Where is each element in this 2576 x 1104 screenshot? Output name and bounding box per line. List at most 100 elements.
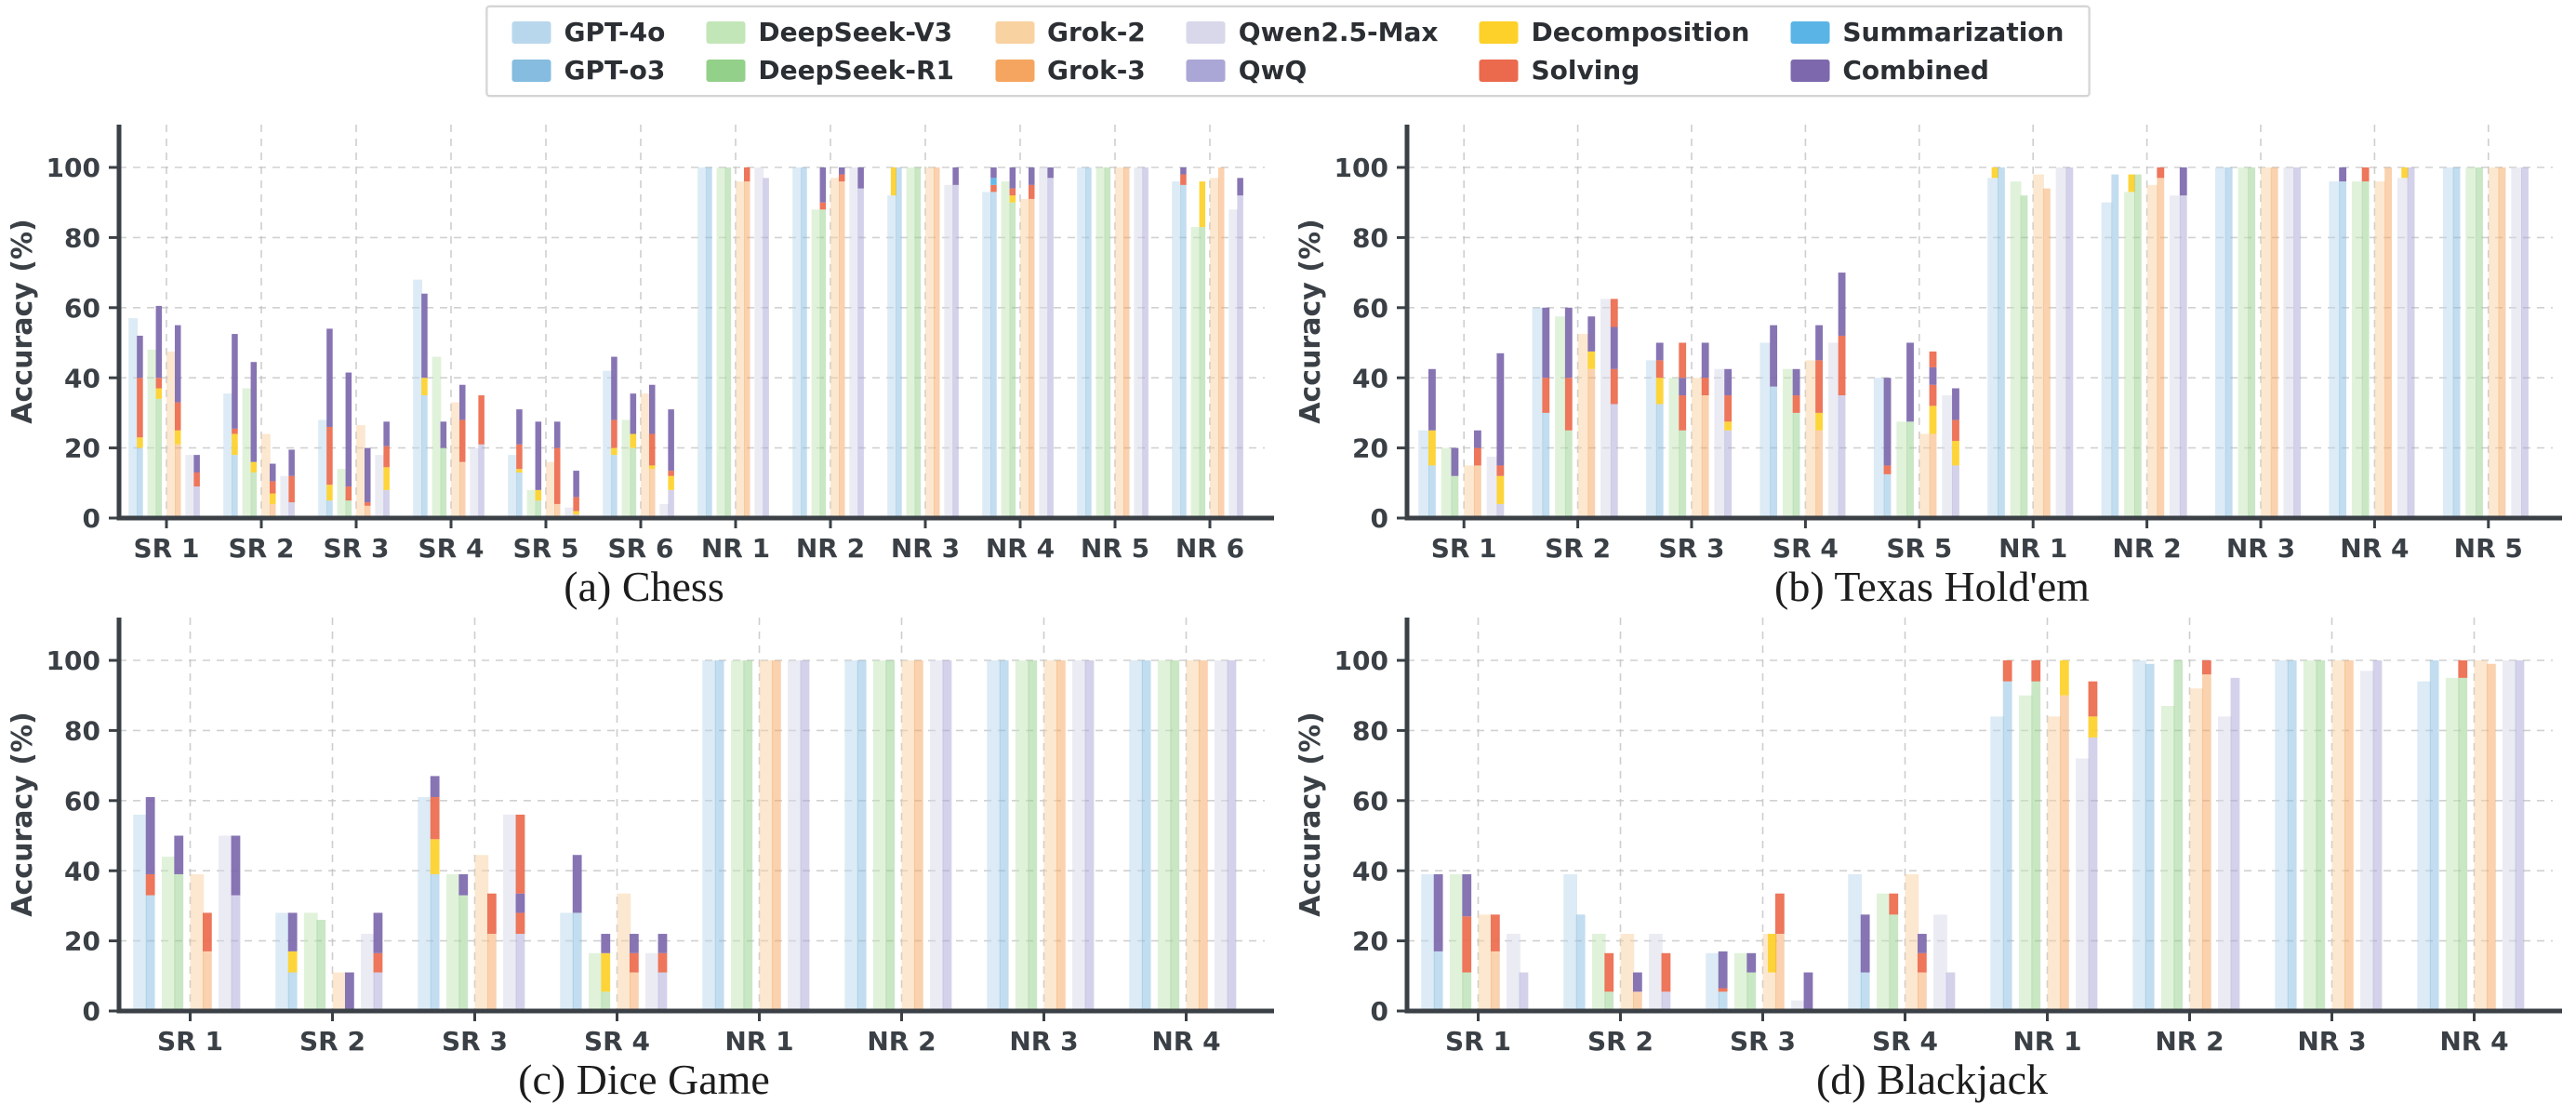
model-bar xyxy=(287,972,298,1011)
model-bar xyxy=(161,857,176,1011)
strategy-segment xyxy=(1473,430,1481,448)
strategy-segment xyxy=(1792,368,1800,396)
strategy-segment xyxy=(1679,378,1687,396)
model-bar xyxy=(942,660,952,1011)
strategy-segment xyxy=(2088,716,2098,738)
strategy-segment xyxy=(1661,952,1671,992)
model-bar xyxy=(2474,660,2489,1011)
model-bar xyxy=(451,402,460,518)
model-bar xyxy=(2042,188,2051,518)
strategy-segment xyxy=(269,481,276,494)
x-tick-label: SR 2 xyxy=(1545,533,1611,564)
strategy-segment xyxy=(629,934,639,953)
strategy-segment xyxy=(990,167,997,179)
x-tick-label: SR 1 xyxy=(134,533,200,564)
model-bar xyxy=(1072,660,1086,1011)
strategy-segment xyxy=(553,421,561,448)
model-bar xyxy=(232,455,238,518)
strategy-segment xyxy=(648,465,656,470)
model-bar xyxy=(275,912,289,1011)
model-bar xyxy=(2351,181,2363,518)
legend-swatch-icon xyxy=(1479,59,1519,82)
model-bar xyxy=(269,503,276,518)
panel-texas-holdem: 0 20 40 60 80 100 SR 1 SR 2 SR 3 SR 4 SR 5 NR 1 NR 2… xyxy=(1288,104,2576,611)
strategy-segment xyxy=(2157,167,2165,179)
model-bar xyxy=(2442,167,2454,518)
model-bar xyxy=(242,388,252,518)
model-bar xyxy=(668,489,674,518)
strategy-segment xyxy=(2002,660,2012,682)
model-bar xyxy=(155,398,163,518)
x-tick-label: SR 3 xyxy=(1730,1026,1796,1057)
model-bar xyxy=(629,972,639,1011)
bar-group-SR-2 xyxy=(275,912,383,1011)
model-bar xyxy=(1217,167,1225,518)
model-bar xyxy=(535,500,542,518)
bar-group-NR-3 xyxy=(987,660,1095,1011)
model-bar xyxy=(1575,914,1586,1011)
legend-item-deepseek-v3: DeepSeek-V3 xyxy=(706,17,954,47)
x-tick-label: SR 3 xyxy=(1659,533,1725,564)
model-bar xyxy=(1759,342,1772,518)
model-bar xyxy=(1827,342,1839,518)
model-bar xyxy=(657,972,668,1011)
y-axis-label: Accuracy (%) xyxy=(7,219,39,423)
model-bar xyxy=(2283,167,2295,518)
strategy-segment xyxy=(364,447,371,503)
strategy-segment xyxy=(819,167,827,203)
model-bar xyxy=(1190,227,1201,518)
model-bar xyxy=(2189,688,2204,1011)
legend-label: Solving xyxy=(1531,55,1640,86)
y-tick-label: 0 xyxy=(1371,503,1388,534)
strategy-segment xyxy=(430,776,440,798)
model-bar xyxy=(261,433,271,518)
x-tick-label: SR 1 xyxy=(1445,1026,1511,1057)
model-bar xyxy=(1649,934,1663,1011)
model-bar xyxy=(2316,660,2326,1011)
strategy-segment xyxy=(1883,378,1892,466)
y-tick-label: 40 xyxy=(64,856,100,886)
strategy-segment xyxy=(155,305,163,379)
model-bar xyxy=(1917,972,1927,1011)
legend-label: QwQ xyxy=(1238,55,1308,86)
model-bar xyxy=(2031,681,2041,1011)
strategy-segment xyxy=(1496,352,1505,466)
model-bar xyxy=(2033,174,2044,518)
strategy-segment xyxy=(1180,167,1187,175)
strategy-segment xyxy=(2339,167,2347,182)
strategy-segment xyxy=(1815,325,1824,361)
strategy-segment xyxy=(155,378,163,389)
model-bar xyxy=(2329,181,2341,518)
y-tick-label: 80 xyxy=(64,715,100,746)
y-tick-label: 80 xyxy=(1352,715,1388,746)
model-bar xyxy=(1706,952,1720,1011)
model-bar xyxy=(1056,660,1066,1011)
legend-label: Combined xyxy=(1842,55,1989,86)
model-bar xyxy=(1451,475,1459,518)
model-bar xyxy=(1805,360,1817,518)
bar-group-SR-5 xyxy=(508,409,579,518)
bar-group-NR-3 xyxy=(887,167,959,518)
model-bar xyxy=(1733,952,1748,1011)
x-tick-label: NR 2 xyxy=(796,533,865,564)
model-bar xyxy=(1490,951,1500,1011)
model-bar xyxy=(1141,660,1151,1011)
y-tick-label: 20 xyxy=(1352,433,1388,464)
y-tick-label: 40 xyxy=(64,363,100,393)
bar-group-SR-4 xyxy=(413,279,485,518)
strategy-segment xyxy=(1462,873,1472,917)
y-tick-label: 20 xyxy=(1352,926,1388,957)
bar-group-NR-3 xyxy=(2215,167,2302,518)
strategy-segment xyxy=(430,797,440,840)
model-bar xyxy=(1077,167,1086,518)
strategy-segment xyxy=(657,952,668,973)
strategy-segment xyxy=(1632,972,1642,992)
strategy-segment xyxy=(269,493,276,504)
model-bar xyxy=(383,489,390,518)
strategy-segment xyxy=(1047,167,1054,179)
strategy-segment xyxy=(1792,395,1800,413)
model-bar xyxy=(1210,178,1219,518)
strategy-segment xyxy=(1655,342,1664,361)
y-axis-label: Accuracy (%) xyxy=(1295,712,1327,916)
model-bar xyxy=(430,873,440,1011)
